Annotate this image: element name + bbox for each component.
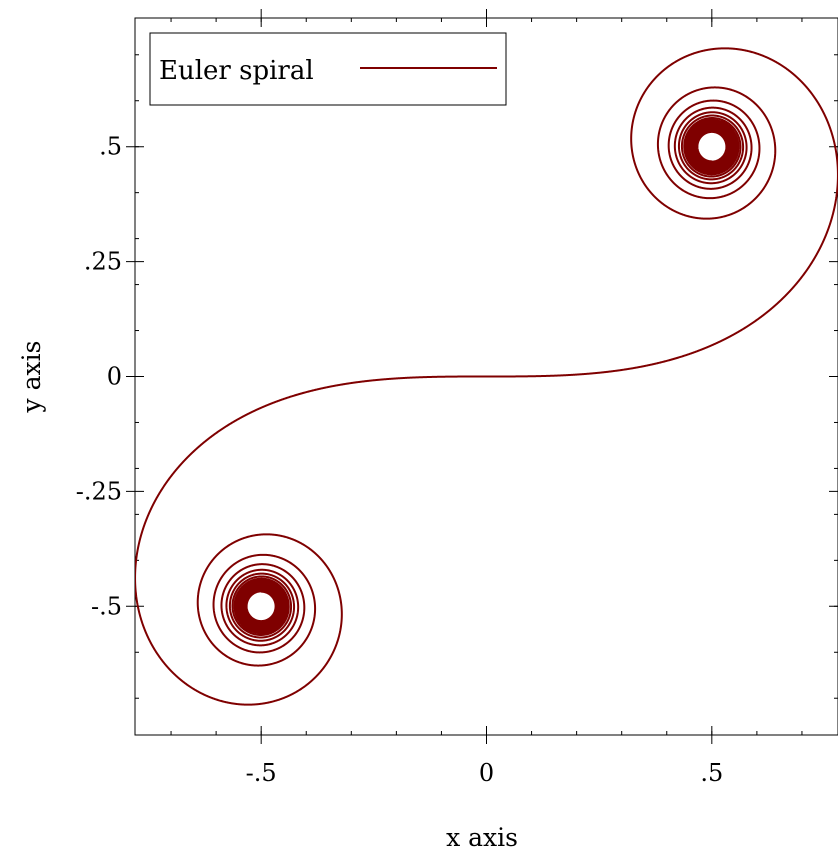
y-tick-label: -.5 <box>91 592 122 620</box>
series-euler-spiral-line <box>135 47 838 706</box>
tick-labels: -.5 0 .5 .5 .25 0 -.25 -.5 <box>76 133 724 787</box>
x-axis-label: x axis <box>446 823 518 852</box>
x-tick-label: .5 <box>700 759 723 787</box>
y-tick-label: 0 <box>107 363 122 391</box>
tick-marks <box>126 9 838 744</box>
x-tick-label: -.5 <box>246 759 277 787</box>
legend: Euler spiral <box>149 32 507 106</box>
legend-entry-label: Euler spiral <box>159 56 314 86</box>
y-tick-label: .25 <box>84 248 122 276</box>
y-tick-label: .5 <box>99 133 122 161</box>
y-axis-label: y axis <box>17 341 46 414</box>
y-tick-label: -.25 <box>76 477 122 505</box>
x-tick-label: 0 <box>479 759 494 787</box>
